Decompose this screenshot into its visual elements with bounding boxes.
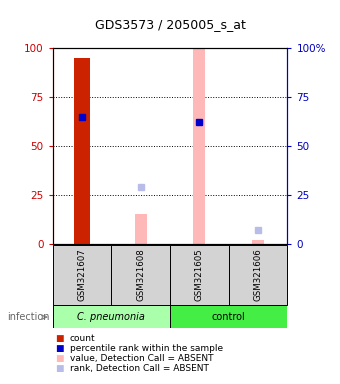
Text: GSM321606: GSM321606 (254, 248, 262, 301)
Text: ■: ■ (55, 334, 64, 343)
Bar (112, 245, 170, 305)
Text: GSM321605: GSM321605 (195, 248, 204, 301)
Bar (53, 245, 112, 305)
Text: ■: ■ (55, 364, 64, 373)
Text: GDS3573 / 205005_s_at: GDS3573 / 205005_s_at (95, 18, 245, 31)
FancyArrowPatch shape (42, 315, 47, 319)
Bar (252, 240, 264, 244)
Text: C. pneumonia: C. pneumonia (78, 312, 145, 322)
Bar (170, 305, 287, 328)
Bar (74, 58, 90, 244)
Text: ■: ■ (55, 354, 64, 363)
Bar (193, 48, 205, 244)
Text: GSM321607: GSM321607 (78, 248, 86, 301)
Text: rank, Detection Call = ABSENT: rank, Detection Call = ABSENT (70, 364, 208, 373)
Text: percentile rank within the sample: percentile rank within the sample (70, 344, 223, 353)
Bar (53, 305, 170, 328)
Bar (135, 214, 147, 244)
Bar (170, 245, 228, 305)
Text: GSM321608: GSM321608 (136, 248, 145, 301)
Text: control: control (212, 312, 245, 322)
Text: infection: infection (7, 312, 50, 322)
Bar (229, 245, 287, 305)
Text: value, Detection Call = ABSENT: value, Detection Call = ABSENT (70, 354, 213, 363)
Text: ■: ■ (55, 344, 64, 353)
Text: count: count (70, 334, 95, 343)
